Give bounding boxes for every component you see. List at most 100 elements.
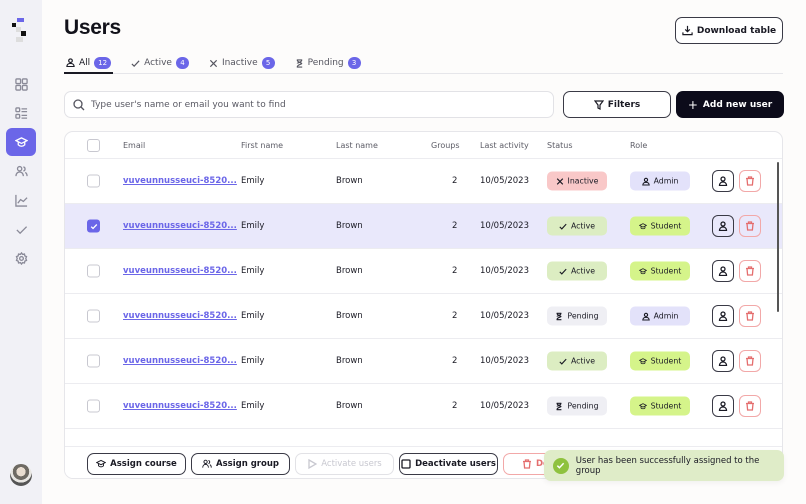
email-link[interactable]: vuveunnusseuci-8520...: [123, 311, 237, 321]
success-check-icon: [553, 457, 569, 474]
column-status[interactable]: Status: [547, 141, 573, 150]
assign-group-button[interactable]: Assign group: [191, 453, 290, 475]
graduation-cap-icon: [14, 136, 28, 147]
sidebar-item-lists[interactable]: [6, 99, 36, 127]
square-icon: [401, 459, 411, 469]
sidebar-item-courses[interactable]: [6, 128, 36, 156]
hourglass-icon: [556, 312, 562, 320]
first-name: Emily: [241, 401, 265, 411]
table-row[interactable]: vuveunnusseuci-8520... Emily Brown 2 10/05/2…: [65, 294, 782, 339]
email-link[interactable]: vuveunnusseuci-8520...: [123, 356, 237, 366]
last-name: Brown: [336, 311, 363, 321]
first-name: Emily: [241, 311, 265, 321]
table-scrollbar[interactable]: [777, 162, 779, 312]
groups-count: 2: [452, 176, 458, 186]
tab-active[interactable]: Active 4: [129, 53, 191, 73]
row-checkbox[interactable]: [87, 399, 100, 413]
groups-count: 2: [452, 266, 458, 276]
view-user-button[interactable]: [712, 170, 734, 192]
delete-user-button[interactable]: [739, 215, 761, 237]
assign-course-button[interactable]: Assign course: [87, 453, 186, 475]
row-checkbox[interactable]: [87, 309, 100, 323]
list-icon: [14, 106, 27, 119]
search-input[interactable]: [91, 99, 531, 110]
delete-user-button[interactable]: [739, 260, 761, 282]
trash-icon: [746, 266, 754, 276]
user-icon: [718, 266, 728, 276]
user-icon: [718, 311, 728, 321]
filters-button[interactable]: Filters: [563, 91, 671, 118]
delete-user-button[interactable]: [739, 170, 761, 192]
view-user-button[interactable]: [712, 305, 734, 327]
user-icon: [641, 312, 650, 320]
view-user-button[interactable]: [712, 260, 734, 282]
delete-user-button[interactable]: [739, 305, 761, 327]
last-name: Brown: [336, 356, 363, 366]
sidebar-item-dashboard[interactable]: [6, 70, 36, 98]
column-first-name[interactable]: First name: [241, 141, 284, 150]
users-icon: [14, 165, 28, 176]
check-icon: [131, 59, 140, 67]
status-tabs: All 12 Active 4 Inactive 5 Pending 3: [64, 53, 783, 74]
users-icon: [202, 459, 212, 468]
add-new-user-button[interactable]: + Add new user: [676, 91, 784, 118]
download-table-button[interactable]: Download table: [675, 17, 783, 44]
status-badge: Pending: [547, 396, 607, 416]
last-activity: 10/05/2023: [480, 221, 529, 231]
table-row[interactable]: vuveunnusseuci-8520... Emily Brown 2 10/05/2…: [65, 384, 782, 429]
sidebar-item-analytics[interactable]: [6, 186, 36, 214]
email-link[interactable]: vuveunnusseuci-8520...: [123, 266, 237, 276]
trash-icon: [746, 221, 754, 231]
logo: [12, 18, 30, 44]
activate-users-button[interactable]: Activate users: [295, 453, 394, 475]
trash-icon: [523, 459, 531, 469]
column-role[interactable]: Role: [630, 141, 648, 150]
table-row[interactable]: vuveunnusseuci-8520... Emily Brown 2 10/05/2…: [65, 339, 782, 384]
table-row[interactable]: vuveunnusseuci-8520... Emily Brown 2 10/05/2…: [65, 159, 782, 204]
user-icon: [718, 176, 728, 186]
row-checkbox[interactable]: [87, 174, 100, 188]
avatar[interactable]: [10, 464, 32, 486]
email-link[interactable]: vuveunnusseuci-8520...: [123, 221, 237, 231]
tab-pending[interactable]: Pending 3: [293, 53, 363, 73]
column-last-name[interactable]: Last name: [336, 141, 378, 150]
view-user-button[interactable]: [712, 350, 734, 372]
trash-icon: [746, 176, 754, 186]
sidebar-item-tasks[interactable]: [6, 215, 36, 243]
graduation-cap-icon: [96, 459, 107, 468]
last-activity: 10/05/2023: [480, 311, 529, 321]
trash-icon: [746, 401, 754, 411]
view-user-button[interactable]: [712, 215, 734, 237]
tab-inactive[interactable]: Inactive 5: [207, 53, 277, 73]
row-checkbox[interactable]: [87, 354, 100, 368]
email-link[interactable]: vuveunnusseuci-8520...: [123, 176, 237, 186]
count-badge: 5: [261, 57, 275, 69]
last-name: Brown: [336, 401, 363, 411]
row-checkbox[interactable]: [87, 264, 100, 278]
row-checkbox[interactable]: [87, 219, 100, 233]
delete-user-button[interactable]: [739, 350, 761, 372]
tab-all[interactable]: All 12: [64, 53, 114, 74]
sidebar-item-settings[interactable]: [6, 244, 36, 272]
select-all-checkbox[interactable]: [87, 139, 100, 152]
check-icon: [559, 223, 567, 230]
column-email[interactable]: Email: [123, 141, 146, 150]
status-badge: Pending: [547, 306, 607, 326]
sidebar-item-users[interactable]: [6, 157, 36, 185]
email-link[interactable]: vuveunnusseuci-8520...: [123, 401, 237, 411]
deactivate-users-button[interactable]: Deactivate users: [399, 453, 498, 475]
table-row[interactable]: vuveunnusseuci-8520... Emily Brown 2 10/05/2…: [65, 249, 782, 294]
groups-count: 2: [452, 401, 458, 411]
last-activity: 10/05/2023: [480, 176, 529, 186]
column-groups[interactable]: Groups: [431, 141, 460, 150]
first-name: Emily: [241, 176, 265, 186]
column-last-activity[interactable]: Last activity: [480, 141, 529, 150]
user-icon: [641, 177, 650, 185]
table-row[interactable]: vuveunnusseuci-8520... Emily Brown 2 10/05/2…: [65, 204, 782, 249]
view-user-button[interactable]: [712, 395, 734, 417]
count-badge: 3: [347, 57, 361, 69]
count-badge: 12: [94, 56, 112, 69]
delete-user-button[interactable]: [739, 395, 761, 417]
check-icon: [559, 358, 567, 365]
toast-message: User has been successfully assigned to t…: [575, 455, 760, 476]
